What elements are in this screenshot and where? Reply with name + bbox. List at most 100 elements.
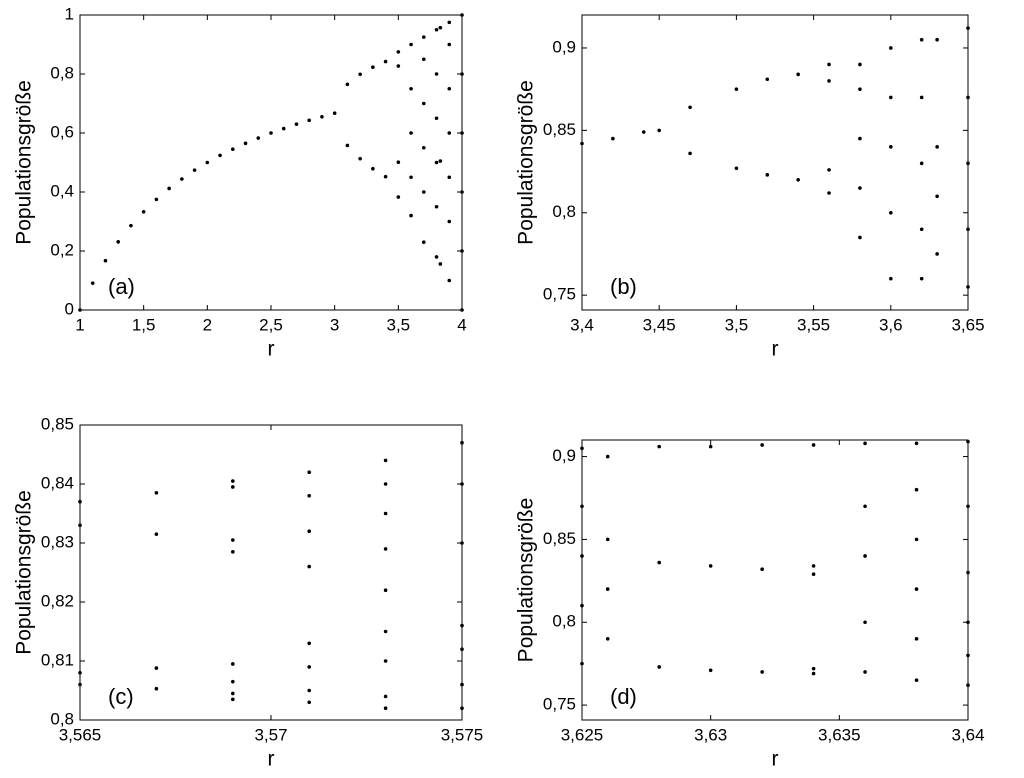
data-point xyxy=(167,186,171,191)
data-point xyxy=(409,131,413,135)
data-point xyxy=(383,588,388,592)
data-point xyxy=(269,131,273,135)
data-point xyxy=(154,666,159,670)
y-tick-label: 0,8 xyxy=(552,612,576,631)
data-point xyxy=(154,197,159,202)
data-point xyxy=(611,136,615,141)
panel-label: (d) xyxy=(610,684,637,709)
data-point xyxy=(438,25,443,30)
data-point xyxy=(889,145,893,149)
data-point xyxy=(307,494,312,498)
x-tick-label: 3,63 xyxy=(694,725,727,744)
data-point xyxy=(796,178,800,182)
panel-label: (c) xyxy=(108,684,134,709)
panel: 3,565 3,57 3,575 0,8 0,81 0,82 0,83 0,84 0,85 r Po… xyxy=(13,414,484,770)
data-point xyxy=(863,504,867,509)
x-tick-label: 3,57 xyxy=(254,725,287,744)
data-point xyxy=(765,173,770,177)
x-axis-label: r xyxy=(268,748,275,771)
data-point xyxy=(605,454,610,459)
x-tick-label: 1 xyxy=(75,315,84,334)
data-point xyxy=(447,278,452,283)
data-point xyxy=(383,482,388,486)
plot-frame xyxy=(79,14,463,311)
data-point xyxy=(914,678,919,683)
y-axis-label: Populationsgröße xyxy=(13,80,36,245)
data-point xyxy=(447,131,452,135)
panel: 3,625 3,63 3,635 3,64 0,75 0,8 0,85 0,9 r Populat… xyxy=(515,439,985,771)
y-tick-label: 0,75 xyxy=(543,285,576,304)
data-point xyxy=(434,116,439,121)
data-point xyxy=(827,62,831,67)
x-tick-label: 3,65 xyxy=(951,315,984,334)
data-point xyxy=(231,550,235,554)
data-point xyxy=(422,35,426,39)
x-tick-label: 3,55 xyxy=(797,315,830,334)
data-point xyxy=(332,111,337,116)
data-point xyxy=(889,276,893,281)
data-point xyxy=(447,42,452,47)
data-point xyxy=(863,620,867,625)
data-point xyxy=(358,156,362,161)
data-point xyxy=(243,141,248,146)
data-point xyxy=(422,145,426,150)
data-point xyxy=(708,668,713,673)
data-point xyxy=(396,64,401,68)
data-point xyxy=(935,194,939,199)
data-point xyxy=(919,227,924,232)
data-point xyxy=(307,700,312,705)
data-point xyxy=(409,42,413,47)
data-point xyxy=(434,27,439,32)
data-point xyxy=(218,153,222,158)
data-point xyxy=(358,72,362,77)
x-axis-label: r xyxy=(772,748,779,771)
data-point xyxy=(438,262,443,266)
data-point xyxy=(231,485,235,489)
y-tick-label: 0,8 xyxy=(50,63,74,82)
x-tick-label: 3,5 xyxy=(725,315,749,334)
y-tick-label: 0,81 xyxy=(41,650,74,669)
data-point xyxy=(796,72,800,77)
data-point xyxy=(307,118,312,123)
data-point xyxy=(90,281,95,285)
y-tick-label: 0,84 xyxy=(41,473,74,492)
data-point xyxy=(605,637,610,641)
data-point xyxy=(688,151,692,156)
x-tick-label: 3,5 xyxy=(387,315,411,334)
data-point xyxy=(307,688,312,693)
plot-frame xyxy=(581,439,969,721)
data-point xyxy=(605,537,610,542)
data-point xyxy=(760,670,764,674)
data-point xyxy=(914,587,919,591)
data-point xyxy=(889,95,893,100)
data-point xyxy=(141,209,146,214)
x-tick-label: 3,64 xyxy=(951,725,984,744)
x-axis-label: r xyxy=(268,338,275,361)
data-point xyxy=(935,37,939,42)
x-tick-label: 2,5 xyxy=(259,315,283,334)
data-point xyxy=(919,161,924,166)
data-point xyxy=(396,195,401,199)
data-point xyxy=(434,72,439,76)
data-point xyxy=(409,175,413,180)
data-point xyxy=(447,86,452,91)
data-point xyxy=(231,697,235,702)
data-point xyxy=(383,174,388,179)
data-point xyxy=(811,671,816,676)
data-point xyxy=(422,57,426,62)
data-point xyxy=(383,59,388,64)
x-tick-label: 2 xyxy=(203,315,212,334)
y-tick-label: 0,83 xyxy=(41,532,74,551)
data-point xyxy=(688,105,692,110)
data-point xyxy=(914,537,919,542)
data-point xyxy=(760,567,764,572)
panel: 3,4 3,45 3,5 3,55 3,6 3,65 0,75 0,8 0,85 0,9 r Popu… xyxy=(515,14,985,361)
data-point xyxy=(383,629,388,634)
data-point xyxy=(919,276,924,281)
data-point xyxy=(889,210,893,215)
data-point xyxy=(383,706,388,710)
y-tick-label: 1 xyxy=(65,4,74,23)
data-point xyxy=(409,86,413,91)
data-point xyxy=(154,686,159,691)
data-point xyxy=(307,641,312,646)
